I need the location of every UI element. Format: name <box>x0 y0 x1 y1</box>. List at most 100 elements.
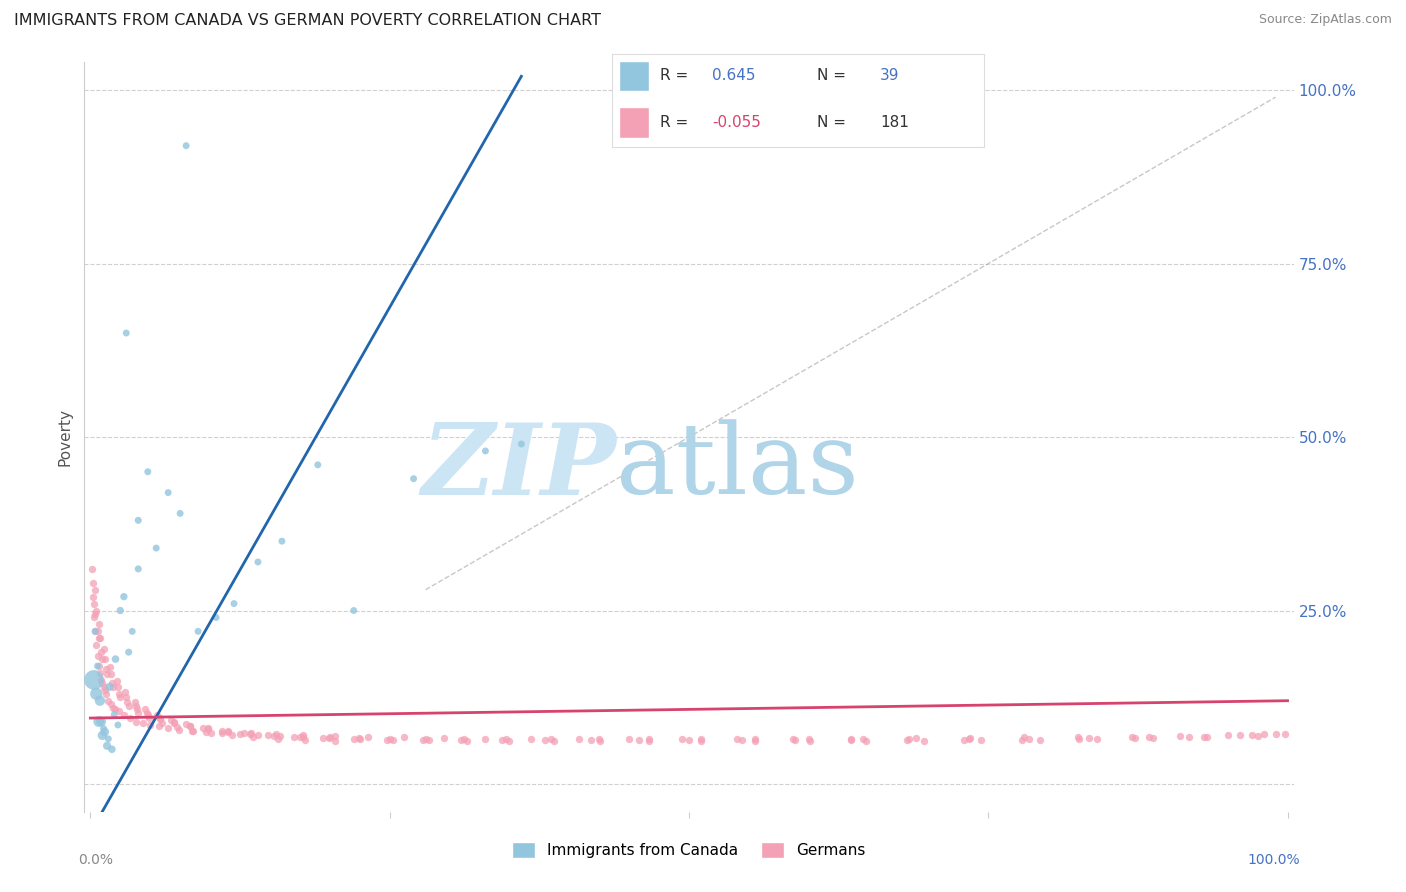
Point <box>543 734 565 748</box>
Text: atlas: atlas <box>616 419 859 515</box>
Point <box>222 597 245 611</box>
Point <box>1274 727 1296 741</box>
Point <box>118 698 141 713</box>
Point <box>103 707 125 722</box>
Point <box>125 702 148 716</box>
Point <box>799 734 821 748</box>
Point <box>839 731 862 746</box>
Point <box>690 734 713 748</box>
Point <box>107 718 129 732</box>
Point <box>256 728 278 742</box>
Point <box>690 731 713 746</box>
Point <box>638 731 661 746</box>
Text: R =: R = <box>659 69 693 84</box>
Point <box>110 603 132 617</box>
Point <box>145 541 167 555</box>
Point <box>200 726 222 740</box>
Point <box>174 717 197 731</box>
Point <box>839 733 862 747</box>
Point <box>1264 727 1286 741</box>
Point <box>104 652 127 666</box>
Point <box>498 734 520 748</box>
Point <box>83 610 105 624</box>
Point <box>229 727 252 741</box>
Point <box>474 731 496 746</box>
Text: 39: 39 <box>880 69 900 84</box>
Point <box>101 680 124 694</box>
Point <box>1028 732 1050 747</box>
Point <box>412 733 434 747</box>
Point <box>118 711 141 725</box>
Point <box>540 731 562 746</box>
Point <box>579 733 602 747</box>
Point <box>86 687 108 701</box>
Point <box>375 732 398 747</box>
Point <box>343 731 366 746</box>
Point <box>127 513 149 527</box>
Point <box>957 731 980 746</box>
Point <box>246 728 269 742</box>
Point <box>725 731 748 746</box>
Point <box>83 673 105 687</box>
Legend: Immigrants from Canada, Germans: Immigrants from Canada, Germans <box>506 836 872 864</box>
Point <box>288 731 311 745</box>
Point <box>86 638 108 652</box>
Point <box>510 437 533 451</box>
Point <box>89 632 111 646</box>
Point <box>150 715 173 730</box>
Point <box>1069 731 1091 746</box>
Point <box>246 555 269 569</box>
Point <box>169 507 191 521</box>
Point <box>139 718 162 732</box>
Point <box>179 719 201 733</box>
Point <box>343 603 366 617</box>
Text: 100.0%: 100.0% <box>1247 853 1299 867</box>
Point <box>197 722 219 736</box>
Point <box>239 725 262 739</box>
Point <box>678 733 700 747</box>
Point <box>292 728 315 742</box>
Text: ZIP: ZIP <box>422 419 616 516</box>
Point <box>181 724 204 739</box>
Point <box>264 727 287 741</box>
Point <box>93 641 115 656</box>
Point <box>292 730 315 744</box>
Point <box>112 590 135 604</box>
Text: -0.055: -0.055 <box>713 115 761 130</box>
Point <box>89 665 111 680</box>
Point <box>84 624 107 639</box>
Point <box>453 731 475 746</box>
Point <box>349 731 371 746</box>
Point <box>205 610 228 624</box>
Point <box>797 731 820 746</box>
Point <box>86 603 108 617</box>
Point <box>91 676 114 690</box>
Text: 181: 181 <box>880 115 908 130</box>
Point <box>221 728 243 742</box>
Point <box>785 733 807 747</box>
Bar <box>619 61 650 91</box>
Point <box>87 714 110 729</box>
Point <box>84 624 107 639</box>
Point <box>589 734 612 748</box>
Point <box>148 719 170 733</box>
Point <box>432 731 454 746</box>
Point <box>534 733 557 747</box>
Point <box>105 674 128 689</box>
Point <box>90 714 112 729</box>
Point <box>124 695 146 709</box>
Point <box>959 731 981 746</box>
Point <box>402 472 425 486</box>
Point <box>294 733 316 747</box>
Point <box>125 714 148 729</box>
Point <box>744 734 766 748</box>
Point <box>491 733 513 747</box>
Point <box>232 726 254 740</box>
Point <box>323 729 346 743</box>
Point <box>898 731 921 746</box>
Point <box>283 730 305 744</box>
Point <box>127 562 149 576</box>
Point <box>671 731 693 746</box>
Point <box>94 687 117 701</box>
Text: 0.0%: 0.0% <box>79 853 114 867</box>
